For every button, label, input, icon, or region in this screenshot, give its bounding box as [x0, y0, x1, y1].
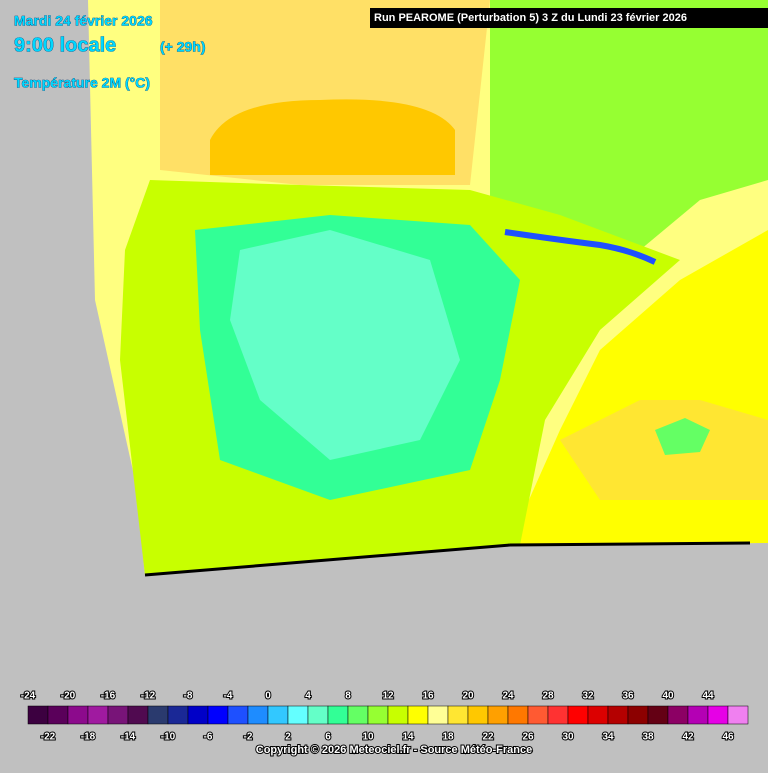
- legend-label: 26: [522, 732, 534, 743]
- legend-label: -6: [204, 732, 213, 743]
- legend-swatch: [267, 705, 289, 725]
- variable-label: Température 2M (°C): [14, 75, 150, 91]
- legend-label: 14: [402, 732, 414, 743]
- legend-label: 42: [682, 732, 694, 743]
- legend-swatch: [407, 705, 429, 725]
- legend-swatch: [127, 705, 149, 725]
- legend-swatch: [327, 705, 349, 725]
- run-label: Run PEAROME (Perturbation 5) 3 Z du Lund…: [374, 12, 687, 24]
- legend-swatch: [187, 705, 209, 725]
- legend-label: 30: [562, 732, 574, 743]
- legend-label: 6: [325, 732, 331, 743]
- legend-label: -8: [184, 691, 193, 702]
- legend-label: 16: [422, 691, 434, 702]
- run-box: [370, 8, 768, 28]
- legend-label: -20: [61, 691, 76, 702]
- legend-swatch: [467, 705, 489, 725]
- legend-label: 10: [362, 732, 374, 743]
- legend-label: -2: [244, 732, 253, 743]
- legend-label: 36: [622, 691, 634, 702]
- legend-label: -10: [161, 732, 176, 743]
- legend-swatch: [347, 705, 369, 725]
- legend-swatch: [727, 705, 749, 725]
- mallorca: [655, 418, 710, 455]
- legend-label: -16: [101, 691, 116, 702]
- legend-swatch: [507, 705, 529, 725]
- legend-swatch: [47, 705, 69, 725]
- legend-swatch: [587, 705, 609, 725]
- legend-swatch: [207, 705, 229, 725]
- forecast-time: 9:00 locale: [14, 34, 116, 56]
- legend-label: 46: [722, 732, 734, 743]
- legend-swatch: [447, 705, 469, 725]
- legend-swatch: [107, 705, 129, 725]
- legend-swatch: [367, 705, 389, 725]
- legend-label: 34: [602, 732, 614, 743]
- legend-label: -14: [121, 732, 136, 743]
- legend-swatch: [387, 705, 409, 725]
- legend-label: -4: [224, 691, 233, 702]
- legend-label: -24: [21, 691, 36, 702]
- legend-swatch: [707, 705, 729, 725]
- legend-label: 32: [582, 691, 594, 702]
- legend-swatch: [547, 705, 569, 725]
- legend-label: 44: [702, 691, 714, 702]
- legend-swatch: [667, 705, 689, 725]
- legend-label: 18: [442, 732, 454, 743]
- legend-label: -22: [41, 732, 56, 743]
- legend-label: 28: [542, 691, 554, 702]
- meseta-cold: [230, 230, 460, 460]
- legend-swatch: [247, 705, 269, 725]
- pyrenees-cold: [504, 229, 657, 265]
- legend-swatch: [87, 705, 109, 725]
- legend-label: 4: [305, 691, 311, 702]
- legend-swatch: [687, 705, 709, 725]
- legend-label: 22: [482, 732, 494, 743]
- legend-swatch: [607, 705, 629, 725]
- legend-swatch: [567, 705, 589, 725]
- legend-swatch: [487, 705, 509, 725]
- legend-swatch: [647, 705, 669, 725]
- legend-label: 38: [642, 732, 654, 743]
- domain-edge: [509, 541, 751, 547]
- legend-swatch: [147, 705, 169, 725]
- legend-label: 0: [265, 691, 271, 702]
- legend-swatch: [527, 705, 549, 725]
- legend-swatch: [67, 705, 89, 725]
- legend-label: 40: [662, 691, 674, 702]
- legend-label: 12: [382, 691, 394, 702]
- legend-label: 8: [345, 691, 351, 702]
- legend-label: -12: [141, 691, 156, 702]
- legend-swatch: [307, 705, 329, 725]
- legend-swatch: [287, 705, 309, 725]
- domain-edge: [144, 543, 511, 577]
- forecast-date: Mardi 24 février 2026: [14, 13, 153, 29]
- copyright: Copyright © 2026 Meteociel.fr - Source M…: [256, 744, 532, 756]
- legend-label: 20: [462, 691, 474, 702]
- lead-time: (+ 29h): [160, 39, 206, 55]
- legend-label: -18: [81, 732, 96, 743]
- legend-label: 24: [502, 691, 514, 702]
- legend-swatch: [427, 705, 449, 725]
- legend-label: 2: [285, 732, 291, 743]
- legend-swatch: [27, 705, 49, 725]
- legend-swatch: [167, 705, 189, 725]
- warm-sea-area: [210, 99, 455, 175]
- legend-swatch: [227, 705, 249, 725]
- legend-swatch: [627, 705, 649, 725]
